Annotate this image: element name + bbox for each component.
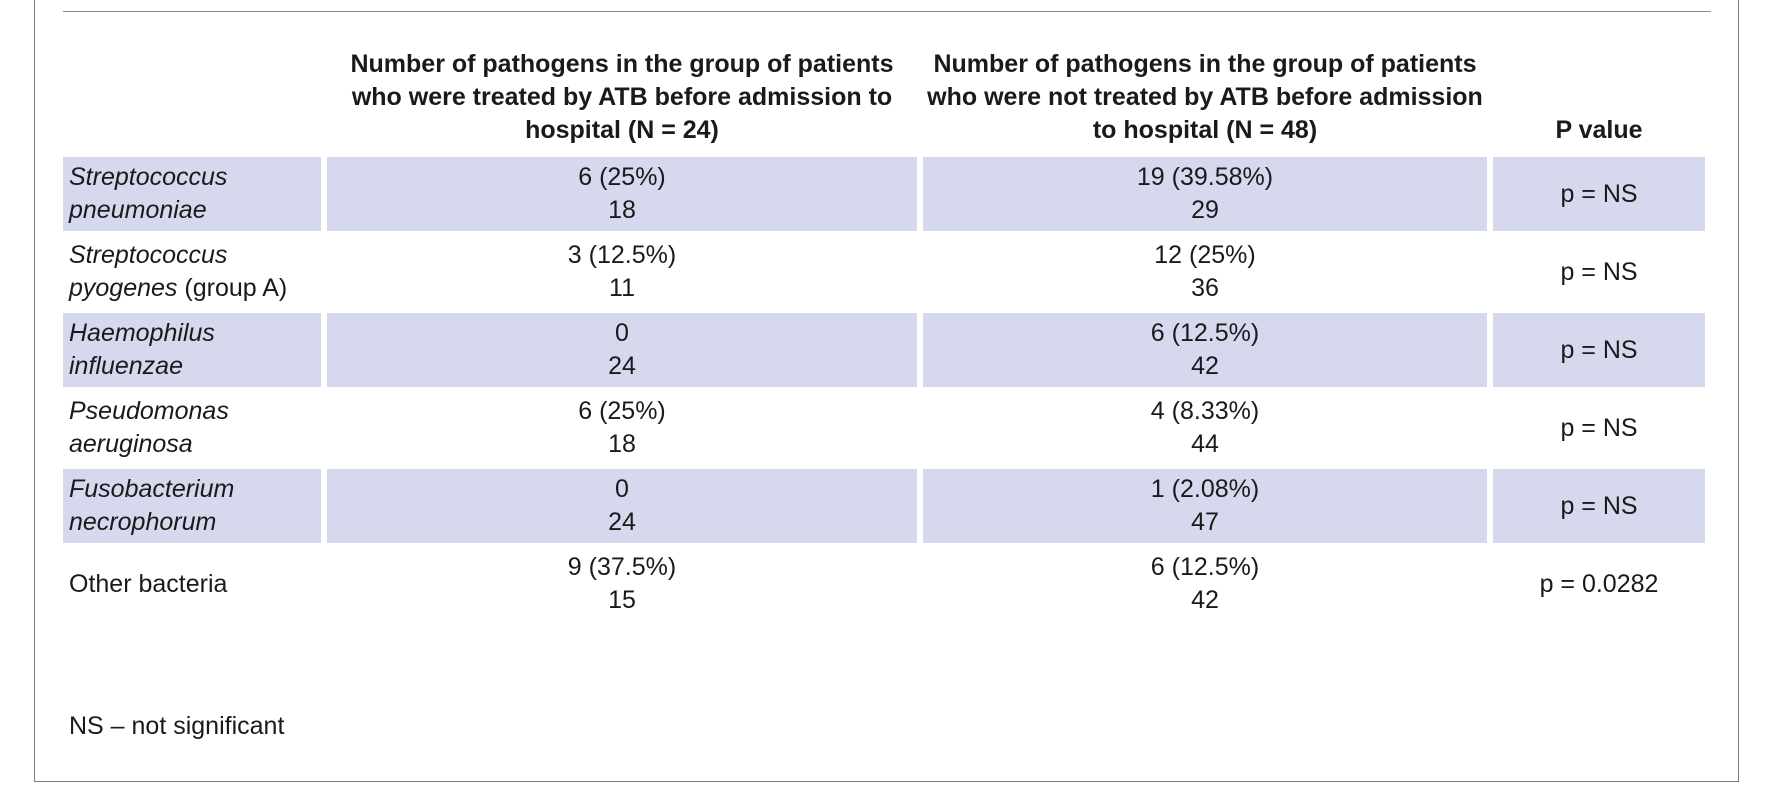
p-value-cell: p = NS — [1560, 413, 1638, 442]
untreated-cell: 19 (39.58%) 29 — [923, 157, 1487, 231]
pathogen-name-cell: Streptococcus pneumoniae — [63, 157, 321, 231]
pathogen-species-suffix: (group A) — [177, 274, 288, 302]
pathogen-name-line2: influenzae — [69, 350, 315, 383]
untreated-remaining: 29 — [1191, 196, 1219, 224]
table-row: Haemophilus influenzae 0 24 6 (12.5%) 42 p = N… — [63, 313, 1705, 387]
treated-count: 0 — [615, 475, 629, 503]
untreated-remaining: 47 — [1191, 508, 1219, 536]
untreated-cell: 6 (12.5%) 42 — [923, 547, 1487, 621]
pathogen-table: Number of pathogens in the group of pati… — [57, 44, 1711, 625]
header-untreated: Number of pathogens in the group of pati… — [927, 50, 1483, 144]
untreated-count: 1 (2.08%) — [1150, 475, 1260, 503]
table-row-other: Other bacteria 9 (37.5%) 15 6 (12.5%) 42 p = … — [63, 547, 1705, 621]
table-row: Pseudomonas aeruginosa 6 (25%) 18 4 (8.33%) 4… — [63, 391, 1705, 465]
header-treated: Number of pathogens in the group of pati… — [350, 50, 894, 144]
table-frame — [34, 0, 1739, 782]
pathogen-species: pyogenes — [69, 274, 178, 302]
pathogen-name-cell: Pseudomonas aeruginosa — [63, 391, 321, 465]
pathogen-species: pneumoniae — [69, 196, 207, 224]
p-value-cell: p = NS — [1493, 157, 1705, 231]
untreated-remaining: 36 — [1191, 274, 1219, 302]
untreated-count: 12 (25%) — [1154, 241, 1256, 269]
pathogen-genus: Haemophilus — [69, 319, 215, 347]
untreated-count: 6 (12.5%) — [1150, 553, 1260, 581]
treated-remaining: 15 — [608, 586, 636, 614]
pathogen-genus: Streptococcus — [69, 163, 228, 191]
treated-cell: 0 24 — [327, 313, 917, 387]
untreated-cell: 12 (25%) 36 — [923, 235, 1487, 309]
header-row: Number of pathogens in the group of pati… — [63, 48, 1705, 153]
treated-remaining: 18 — [608, 430, 636, 458]
untreated-remaining: 42 — [1191, 352, 1219, 380]
header-pathogen — [63, 48, 321, 153]
treated-cell: 3 (12.5%) 11 — [327, 235, 917, 309]
pathogen-name-cell: Fusobacterium necrophorum — [63, 469, 321, 543]
table-row: Streptococcus pneumoniae 6 (25%) 18 19 (39.5… — [63, 157, 1705, 231]
pathogen-name-cell: Streptococcus pyogenes (group A) — [63, 235, 321, 309]
untreated-cell: 4 (8.33%) 44 — [923, 391, 1487, 465]
treated-remaining: 11 — [609, 274, 635, 302]
p-value-cell: p = NS — [1493, 313, 1705, 387]
pathogen-genus: Pseudomonas — [69, 397, 229, 425]
treated-count: 9 (37.5%) — [567, 553, 677, 581]
pathogen-name-line2: necrophorum — [69, 506, 315, 539]
untreated-count: 4 (8.33%) — [1150, 397, 1260, 425]
pathogen-name-line1: Pseudomonas — [69, 395, 315, 428]
untreated-cell: 6 (12.5%) 42 — [923, 313, 1487, 387]
pathogen-genus: Fusobacterium — [69, 475, 235, 503]
untreated-count: 19 (39.58%) — [1136, 163, 1274, 191]
treated-cell: 6 (25%) 18 — [327, 157, 917, 231]
untreated-remaining: 44 — [1191, 430, 1219, 458]
p-value-cell: p = 0.0282 — [1539, 569, 1659, 598]
treated-count: 0 — [615, 319, 629, 347]
treated-remaining: 24 — [608, 352, 636, 380]
pathogen-name-line1: Fusobacterium — [69, 473, 315, 506]
pathogen-name-cell: Haemophilus influenzae — [63, 313, 321, 387]
treated-count: 3 (12.5%) — [567, 241, 677, 269]
table-row: Fusobacterium necrophorum 0 24 1 (2.08%) 47 p … — [63, 469, 1705, 543]
pathogen-name-line2: aeruginosa — [69, 428, 315, 461]
untreated-count: 6 (12.5%) — [1150, 319, 1260, 347]
treated-remaining: 24 — [608, 508, 636, 536]
treated-cell: 0 24 — [327, 469, 917, 543]
treated-cell: 6 (25%) 18 — [327, 391, 917, 465]
pathogen-name-line2: pyogenes (group A) — [69, 272, 315, 305]
pathogen-species: aeruginosa — [69, 430, 193, 458]
pathogen-name-line1: Haemophilus — [69, 317, 315, 350]
p-value-cell: p = NS — [1560, 257, 1638, 286]
header-p-value: P value — [1555, 116, 1643, 144]
treated-count: 6 (25%) — [578, 397, 666, 425]
pathogen-name-line1: Streptococcus — [69, 161, 315, 194]
treated-remaining: 18 — [608, 196, 636, 224]
pathogen-genus: Streptococcus — [69, 241, 228, 269]
table-row: Streptococcus pyogenes (group A) 3 (12.5%)… — [63, 235, 1705, 309]
treated-count: 6 (25%) — [578, 163, 666, 191]
top-rule — [63, 11, 1711, 12]
pathogen-species: necrophorum — [69, 508, 217, 536]
pathogen-name-line1: Streptococcus — [69, 239, 315, 272]
pathogen-name-line2: pneumoniae — [69, 194, 315, 227]
untreated-cell: 1 (2.08%) 47 — [923, 469, 1487, 543]
treated-cell: 9 (37.5%) 15 — [327, 547, 917, 621]
pathogen-species: influenzae — [69, 352, 183, 380]
other-bacteria-label: Other bacteria — [69, 569, 228, 598]
untreated-remaining: 42 — [1191, 586, 1219, 614]
footnote: NS – not significant — [69, 712, 285, 740]
p-value-cell: p = NS — [1493, 469, 1705, 543]
